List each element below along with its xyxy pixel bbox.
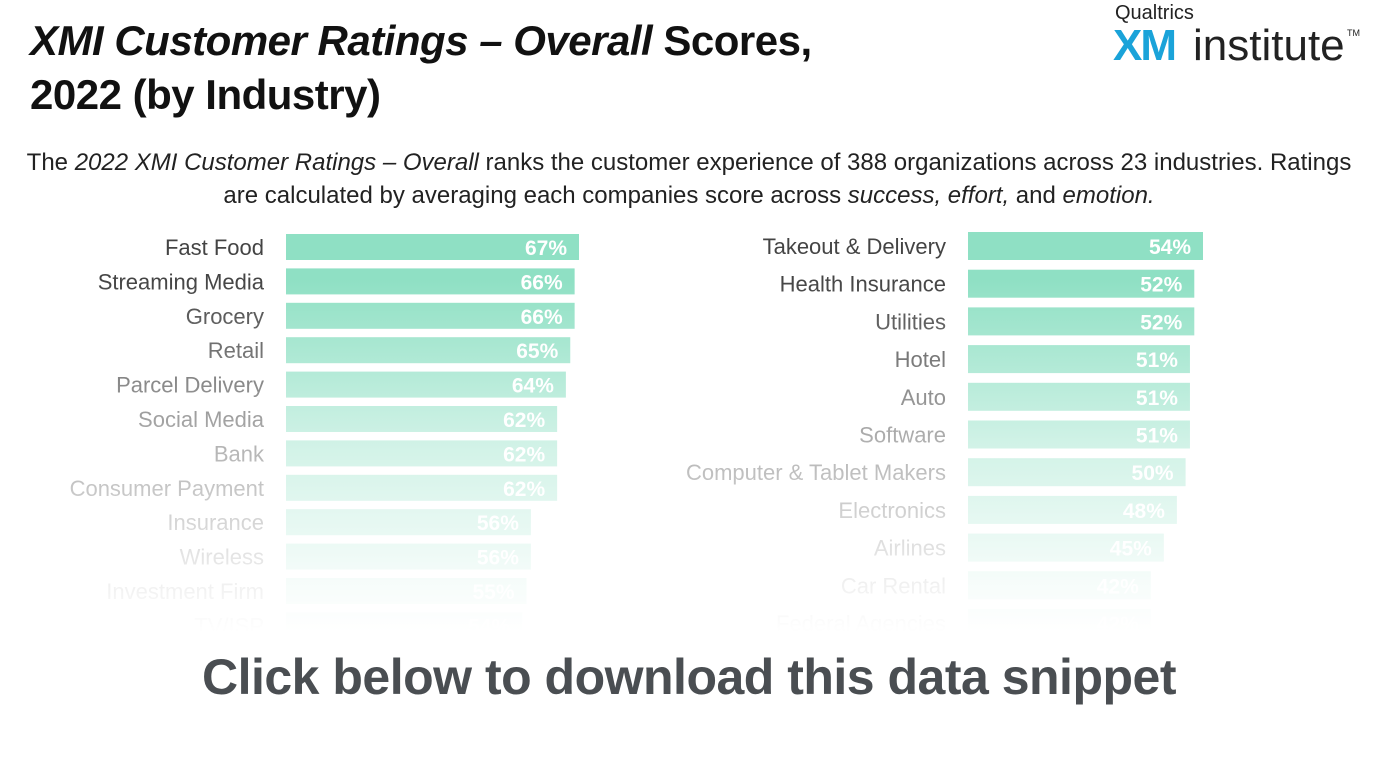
bar-chart-2: Takeout & Delivery 54% Health Insurance 52%… <box>686 232 1203 632</box>
value-label: 66% <box>521 306 563 329</box>
category-label: Consumer Payment <box>70 476 264 501</box>
value-label: 51% <box>1136 425 1178 448</box>
category-label: Car Rental <box>841 573 946 598</box>
chart-area: Fast Food 67% Streaming Media 66% Grocery 66%… <box>0 222 1378 632</box>
title-italic: XMI Customer Ratings – Overall <box>30 17 653 64</box>
category-label: Hotel <box>895 347 946 372</box>
value-label: 67% <box>525 237 567 260</box>
subtitle-part-6: emotion. <box>1062 182 1155 209</box>
value-label: 66% <box>521 271 563 294</box>
subtitle-part-2: 2022 XMI Customer Ratings – Overall <box>74 149 479 176</box>
value-label: 56% <box>477 547 519 570</box>
category-label: Bank <box>214 441 265 466</box>
bar-chart-1: Fast Food 67% Streaming Media 66% Grocery 66%… <box>70 234 579 632</box>
category-label: Takeout & Delivery <box>763 234 946 259</box>
value-label: 51% <box>1136 349 1178 372</box>
value-label: 42% <box>1097 613 1139 632</box>
value-label: 48% <box>1123 500 1165 523</box>
subtitle-part-3: ranks the customer experience of 388 org… <box>223 149 1352 209</box>
value-label: 55% <box>472 581 514 604</box>
value-label: 54% <box>1149 236 1191 259</box>
value-label: 64% <box>512 375 554 398</box>
category-label: Insurance <box>167 510 264 535</box>
logo-trademark: TM <box>1347 28 1360 38</box>
category-label: Electronics <box>838 498 946 523</box>
value-label: 54% <box>468 615 510 632</box>
logo-xm-text: XM <box>1113 21 1177 70</box>
industry-ratings-chart: Fast Food 67% Streaming Media 66% Grocery 66%… <box>70 232 1203 632</box>
value-label: 65% <box>516 340 558 363</box>
category-label: Parcel Delivery <box>116 373 264 398</box>
value-label: 50% <box>1132 462 1174 485</box>
logo-qualtrics-text: Qualtrics <box>1115 2 1194 24</box>
category-label: Investment Firm <box>106 579 264 604</box>
title-line2: 2022 (by Industry) <box>30 71 381 118</box>
category-label: Utilities <box>875 309 946 334</box>
category-label: Wireless <box>180 545 264 570</box>
value-label: 51% <box>1136 387 1178 410</box>
category-label: Grocery <box>186 304 264 329</box>
value-label: 45% <box>1110 538 1152 561</box>
subtitle-part-5: and <box>1009 182 1063 209</box>
category-label: Software <box>859 423 946 448</box>
value-label: 62% <box>503 409 545 432</box>
category-label: Fast Food <box>165 235 264 260</box>
logo-institute-text: institute <box>1193 21 1345 70</box>
subtitle-part-1: The <box>26 149 75 176</box>
value-label: 42% <box>1097 575 1139 598</box>
value-label: 62% <box>503 443 545 466</box>
category-label: Social Media <box>138 407 265 432</box>
qualtrics-xm-institute-logo: Qualtrics XM institute TM <box>1113 2 1363 72</box>
category-label: TV/ISP <box>194 613 264 632</box>
category-label: Computer & Tablet Makers <box>686 460 946 485</box>
page-title: XMI Customer Ratings – Overall Scores, 20… <box>30 14 1090 122</box>
category-label: Retail <box>208 338 264 363</box>
download-call-to-action[interactable]: Click below to download this data snippe… <box>201 649 1177 705</box>
value-label: 52% <box>1140 311 1182 334</box>
category-label: Federal Agencies <box>776 611 946 632</box>
category-label: Health Insurance <box>780 272 946 297</box>
title-rest: Scores, <box>652 17 812 64</box>
value-label: 56% <box>477 512 519 535</box>
value-label: 52% <box>1140 274 1182 297</box>
value-label: 62% <box>503 478 545 501</box>
subtitle: The 2022 XMI Customer Ratings – Overall … <box>20 146 1358 212</box>
category-label: Streaming Media <box>98 269 265 294</box>
category-label: Auto <box>901 385 946 410</box>
category-label: Airlines <box>874 536 946 561</box>
subtitle-part-4: success, effort, <box>847 182 1010 209</box>
